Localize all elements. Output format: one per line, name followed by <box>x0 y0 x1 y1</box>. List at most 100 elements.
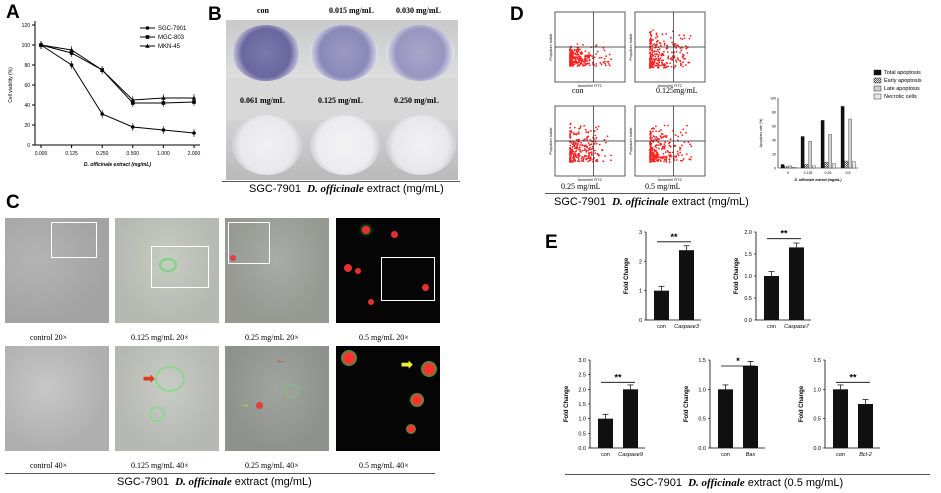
bar <box>679 250 694 320</box>
series-line <box>40 44 195 104</box>
x-tick-label: Caspase3 <box>674 324 700 330</box>
bar <box>598 418 613 448</box>
y-tick-label: 2 <box>639 259 642 265</box>
bar-chart-caspase9: 0.0 0.5 1.0 1.5 2.0 2.5 3.0 Fold Change con Caspa… <box>564 358 645 458</box>
dish-0030 <box>386 25 454 81</box>
flow-y-label: Propidium Iodide <box>549 128 553 155</box>
label-c-r1-2: 0.25 mg/mL 20× <box>245 333 299 342</box>
label-c-r1-0: control 20× <box>30 333 68 342</box>
bar <box>840 106 845 169</box>
dish-0015 <box>310 25 378 81</box>
legend-label: Necrotic cells <box>884 94 917 100</box>
x-tick-label: 0.125 <box>804 171 813 175</box>
micrograph-025-40x: ← → <box>225 346 329 451</box>
label-b-con: con <box>257 6 269 15</box>
legend-label: Total apoptosis <box>884 70 921 76</box>
bar <box>828 134 832 169</box>
x-tick-label: Caspase9 <box>618 452 643 458</box>
y-tick-label: 2.5 <box>578 373 586 379</box>
colony-plate-photo <box>226 20 458 180</box>
flow-cytometry-grid: Propidium Iodide AnnexinV FITC Propidium I… <box>549 11 706 181</box>
bar <box>780 164 785 169</box>
dish-con <box>232 25 300 81</box>
flow-x-label: AnnexinV FITC <box>578 84 603 88</box>
y-tick-label: 0.0 <box>744 318 752 324</box>
x-axis-label: D. officinale extract (mg/mL) <box>794 178 842 182</box>
significance-mark: ** <box>849 372 857 382</box>
y-tick-label: 100 <box>770 97 776 101</box>
y-axis-label: Fold Change <box>564 385 570 422</box>
data-point <box>69 63 74 67</box>
data-point <box>131 125 135 129</box>
x-tick-label: con <box>657 324 666 330</box>
bar <box>764 276 779 320</box>
y-axis-label: Fold Change <box>624 257 630 294</box>
yellow-arrow-small-icon: → <box>239 398 250 410</box>
label-flow-0125: 0.125mg/mL <box>656 86 698 95</box>
y-tick-label: 0.0 <box>813 446 821 452</box>
panel-a-line-chart: 0 20 40 60 80 100 120 0.000 0.125 0.250 0.500 1.000… <box>8 21 200 168</box>
data-point <box>191 95 197 100</box>
bar <box>623 389 638 448</box>
label-flow-con: con <box>572 86 584 95</box>
bar <box>800 136 805 169</box>
legend-label: MGC-803 <box>158 35 185 41</box>
flow-x-label: AnnexinV FITC <box>578 178 603 181</box>
bar <box>792 167 796 169</box>
label-b-0015: 0.015 mg/mL <box>329 6 374 15</box>
caption-rule-d <box>545 193 740 194</box>
micrograph-05-40x: ➡ <box>336 346 440 451</box>
bar <box>743 365 758 448</box>
data-point <box>100 67 105 72</box>
label-flow-05: 0.5 mg/mL <box>645 182 681 191</box>
data-point <box>161 95 166 100</box>
y-tick-label: 3 <box>639 230 642 236</box>
y-tick-label: 0.5 <box>813 417 821 423</box>
y-axis-label: Fold Change <box>734 257 740 294</box>
y-tick-label: 40 <box>24 103 30 109</box>
caption-e: SGC-7901 D. officinale extract (0.5 mg/m… <box>630 477 844 489</box>
y-tick-label: 0 <box>27 143 30 149</box>
y-axis-label: Fold Change <box>684 385 690 422</box>
legend-marker <box>145 43 150 48</box>
flow-x-label: AnnexinV FITC <box>658 178 683 181</box>
label-c-r2-1: 0.125 mg/mL 40× <box>131 461 189 470</box>
legend-swatch <box>873 69 882 76</box>
bar <box>788 165 792 169</box>
y-tick-label: 1.0 <box>698 387 706 393</box>
label-c-r2-2: 0.25 mg/mL 40× <box>245 461 299 470</box>
x-tick-label: 0.250 <box>96 151 109 157</box>
red-arrow-small-icon: ← <box>275 354 286 366</box>
flow-y-label: Propidium Iodide <box>549 34 553 61</box>
significance-mark: ** <box>670 232 678 242</box>
caption-rule-c <box>5 473 435 474</box>
bar <box>784 166 789 169</box>
legend-marker <box>145 26 150 30</box>
data-point <box>161 101 166 105</box>
y-tick-label: 1.5 <box>698 358 706 364</box>
legend-marker <box>145 35 150 39</box>
bar <box>833 389 848 448</box>
bar-chart-caspase3: 0 1 2 3 Fold Change con Caspase3 ** <box>624 230 701 330</box>
y-tick-label: 1.0 <box>578 417 586 423</box>
x-tick-label: 0.5 <box>846 171 851 175</box>
label-c-r1-1: 0.125 mg/mL 20× <box>131 333 189 342</box>
caption-rule-e <box>565 474 930 475</box>
y-tick-label: 0.5 <box>744 296 752 302</box>
bar <box>789 247 804 320</box>
bar <box>820 120 825 169</box>
bar-chart-bcl2: 0.0 0.5 1.0 1.5 Fold Change con Bcl-2 ** <box>799 358 880 458</box>
micrograph-control-40x <box>5 346 109 451</box>
legend-label: Late apoptosis <box>884 86 920 92</box>
bar <box>824 162 829 169</box>
bar <box>804 164 809 169</box>
x-tick-label: 0 <box>787 171 789 175</box>
micrograph-0125-40x: ➡ <box>115 346 219 451</box>
bar <box>844 160 849 169</box>
y-axis-label: Apoptosis rate (%) <box>759 119 763 148</box>
dish-0125 <box>310 115 380 175</box>
y-tick-label: 3.0 <box>578 358 586 364</box>
micrograph-0125-20x <box>115 218 219 323</box>
x-tick-label: con <box>836 452 845 458</box>
x-tick-label: 0.25 <box>825 171 832 175</box>
